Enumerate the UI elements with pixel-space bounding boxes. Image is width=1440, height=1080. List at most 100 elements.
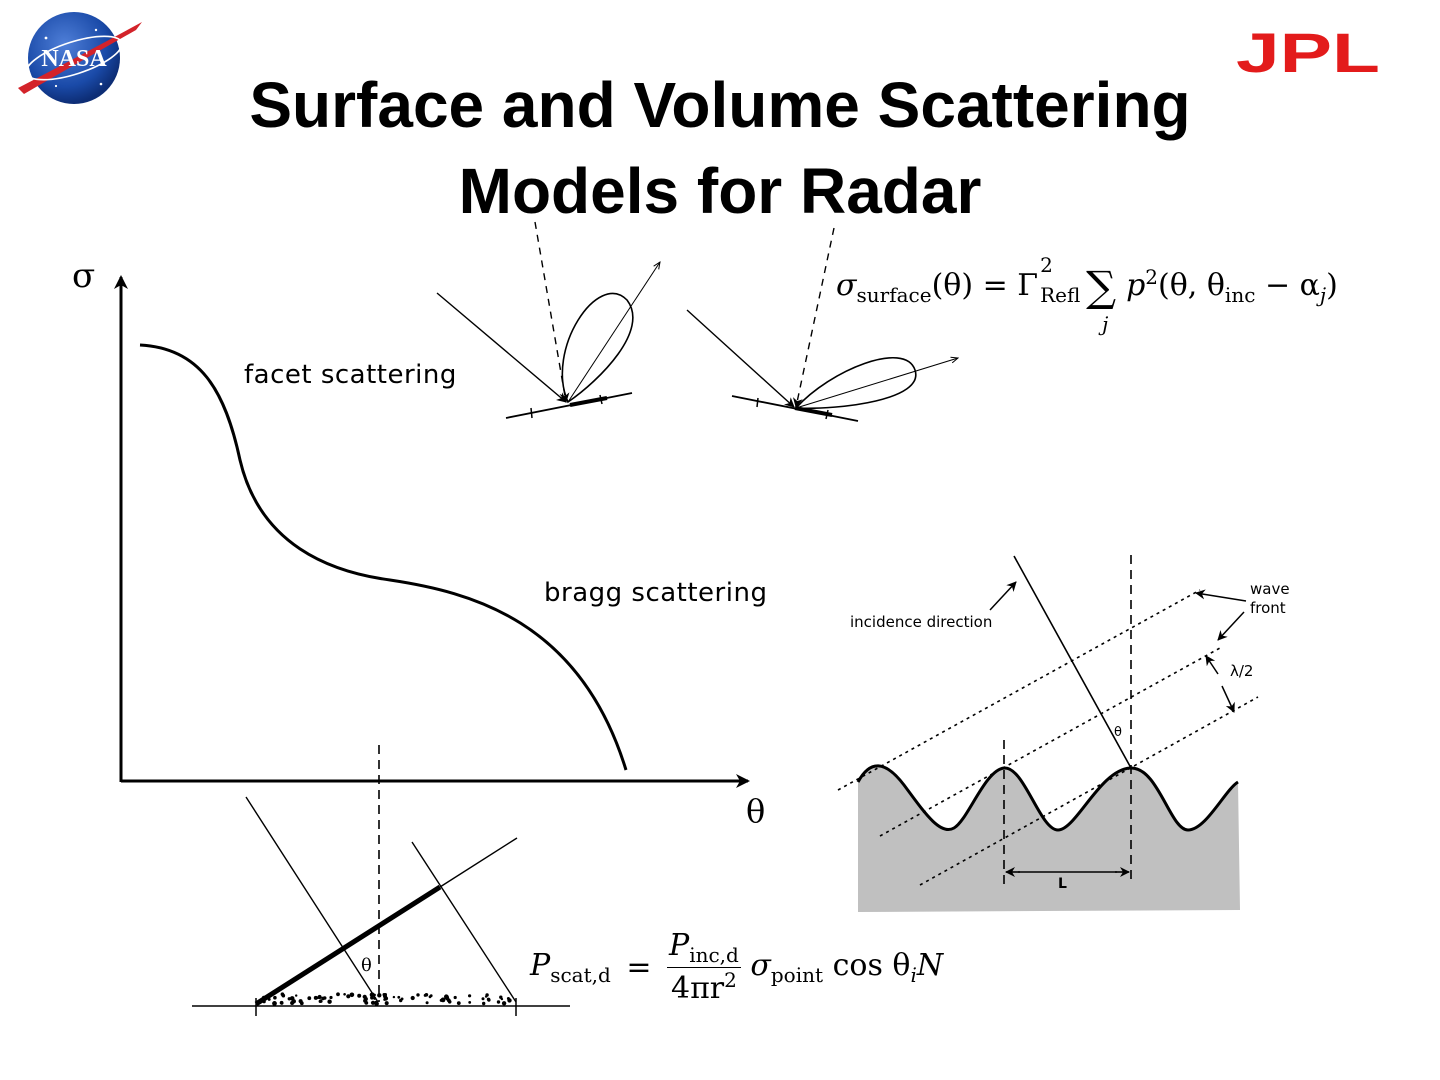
scatterer-dot — [429, 994, 433, 998]
formula-p-scat: Pscat,d — [530, 948, 611, 987]
formula-sigma: σ — [836, 268, 857, 303]
facet-lobe-diagram-left — [436, 221, 660, 419]
x-axis-label: θ — [746, 792, 766, 830]
scatterer-dot — [425, 1001, 429, 1005]
formula-close: ) — [1326, 268, 1338, 303]
scatterer-dot — [496, 1000, 501, 1004]
formula-sum: ∑ j — [1086, 262, 1126, 336]
scatterer-dot — [357, 993, 362, 998]
scatterer-dot — [374, 1001, 379, 1006]
scatterer-dot — [383, 994, 387, 999]
scatterer-dot — [329, 995, 333, 1000]
scatterer-dot — [273, 995, 277, 1000]
scatterer-dot — [501, 1001, 507, 1006]
half-wavelength-label: λ/2 — [1230, 662, 1254, 680]
scatterer-dot — [313, 995, 318, 1000]
formula-numerator: Pinc,d — [667, 928, 741, 968]
wavefront-label-line2: front — [1250, 599, 1286, 617]
incidence-slab — [254, 884, 442, 1007]
scatterer-dot — [343, 993, 346, 996]
formula-minus-alpha: − α — [1255, 268, 1320, 303]
scatterer-dot — [377, 993, 382, 998]
formula-equals: = — [626, 949, 652, 985]
scatterer-dot — [261, 995, 266, 1000]
formula-num-sub: inc,d — [689, 943, 739, 967]
scatterer-dot — [336, 992, 340, 997]
scatterer-dot — [369, 992, 375, 998]
scatterer-dot — [487, 998, 491, 1002]
scatterer-dot — [307, 996, 312, 1001]
rough-surface — [858, 765, 1240, 912]
formula-num-p: P — [669, 928, 690, 963]
formula-gamma-sup: 2 — [1040, 253, 1053, 277]
volume-scattering-formula: Pscat,d = Pinc,d 4πr2 σpoint cos θiN — [530, 928, 943, 1006]
incidence-ray — [1013, 555, 1132, 769]
volume-scatterers — [261, 992, 512, 1006]
scatterer-dot — [327, 999, 332, 1004]
formula-gamma-sub: Refl — [1040, 283, 1081, 307]
formula-cos: cos θ — [832, 947, 911, 983]
formula-tail: σpoint cos θiN — [750, 948, 943, 987]
scatterer-dot — [482, 1001, 486, 1006]
title-line-2: Models for Radar — [458, 155, 982, 227]
volume-theta-label: θ — [361, 955, 372, 976]
scatterer-dot — [456, 1001, 461, 1005]
formula-gamma-scripts: 2 Refl — [1038, 253, 1086, 307]
scatterer-dot — [508, 999, 511, 1002]
scatterer-dot — [295, 994, 298, 997]
wavefront-2 — [879, 647, 1221, 837]
scatterer-dot — [485, 993, 489, 997]
scatterer-dot — [440, 997, 446, 1003]
formula-lhs-arg: (θ) = Γ — [931, 268, 1039, 303]
wavefront-1 — [837, 589, 1201, 791]
scatterer-dot — [416, 993, 420, 997]
scatterer-dot — [481, 997, 485, 1001]
bragg-scattering-label: bragg scattering — [544, 578, 768, 608]
wavefront-3 — [919, 696, 1259, 886]
nasa-vector-swoosh — [18, 22, 142, 94]
scatterer-dot — [373, 996, 377, 1000]
wavefront-label: wave front — [1250, 580, 1290, 618]
scatterer-dot — [316, 996, 319, 1000]
sigma-theta-plot — [114, 275, 750, 788]
scatterer-dot — [262, 999, 266, 1004]
scatterer-dot — [287, 997, 291, 1001]
scatterer-dot — [397, 995, 401, 999]
scatterer-dot — [272, 1001, 277, 1006]
scatterer-dot — [423, 993, 427, 997]
formula-p-sup: 2 — [1145, 265, 1159, 289]
scatterer-dot — [363, 997, 368, 1001]
scatterer-dot — [392, 995, 396, 999]
scatterer-dot — [500, 997, 504, 1001]
formula-sigma-sub: surface — [856, 283, 932, 307]
incidence-direction-label: incidence direction — [850, 613, 993, 631]
formula-den-sup: 2 — [724, 968, 737, 992]
scatterer-dot — [384, 1001, 389, 1006]
nasa-logo-text: NASA — [41, 46, 107, 72]
formula-den: 4πr — [670, 971, 725, 1006]
scatterer-dot — [299, 1001, 304, 1006]
backscatter-curve — [139, 343, 628, 771]
scatterer-dot — [282, 994, 285, 998]
scatterer-dot — [399, 998, 403, 1003]
facet-scattering-label: facet scattering — [244, 360, 457, 390]
formula-p-scat-symbol: P — [530, 947, 551, 983]
formula-N: N — [916, 947, 944, 983]
period-label: L — [1058, 876, 1067, 892]
scatterer-dot — [410, 995, 415, 1001]
formula-denominator: 4πr2 — [667, 968, 741, 1006]
formula-cos-sub: i — [910, 962, 917, 987]
formula-fraction: Pinc,d 4πr2 — [667, 928, 741, 1006]
scatterer-dot — [370, 1000, 376, 1005]
formula-sum-sub: j — [1102, 312, 1109, 336]
scatterer-dot — [364, 1001, 369, 1005]
volume-scattering-diagram — [192, 745, 570, 1016]
surface-scattering-formula: σsurface(θ) = Γ 2 Refl ∑ j p2(θ, θinc − αj) — [836, 253, 1338, 336]
formula-alpha-sub: j — [1319, 283, 1327, 307]
y-axis-label: σ — [72, 256, 96, 296]
jpl-logo-text: JPL — [1236, 28, 1380, 76]
bragg-theta-label: θ — [1114, 725, 1122, 740]
nasa-logo: NASA — [16, 8, 142, 108]
formula-rhs-args: (θ, θ — [1158, 268, 1225, 303]
